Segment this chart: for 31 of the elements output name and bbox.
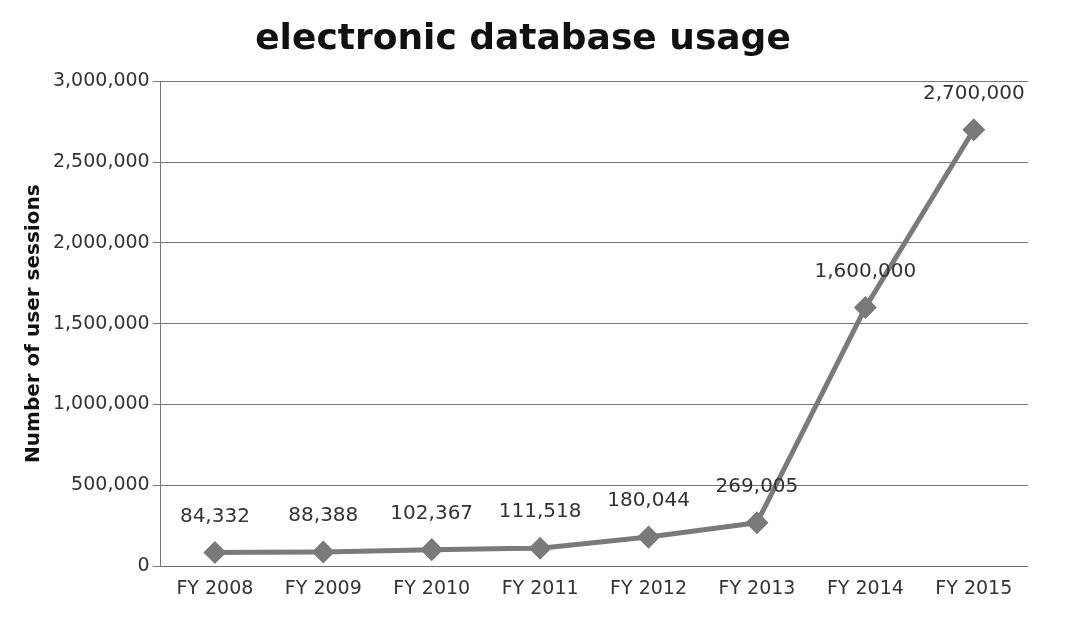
y-tick-label: 2,500,000 xyxy=(52,148,150,171)
point xyxy=(421,539,443,561)
x-tick-label: FY 2015 xyxy=(935,575,1013,598)
x-tick-label: FY 2011 xyxy=(501,575,579,598)
data-label: 111,518 xyxy=(498,498,582,523)
x-tick-label: FY 2012 xyxy=(610,575,688,598)
y-tick-label: 1,500,000 xyxy=(52,310,150,333)
x-tick-label: FY 2010 xyxy=(393,575,471,598)
chart-title: electronic database usage xyxy=(255,15,791,57)
data-label: 102,367 xyxy=(390,499,474,524)
y-tick-label: 3,000,000 xyxy=(52,68,150,91)
data-label: 88,388 xyxy=(288,502,359,527)
y-tick-label: 1,000,000 xyxy=(52,391,150,414)
point xyxy=(638,526,660,548)
x-tick-label: FY 2014 xyxy=(826,575,904,598)
point xyxy=(854,297,876,319)
point xyxy=(312,541,334,563)
data-label: 2,700,000 xyxy=(922,79,1025,104)
x-tick-label: FY 2013 xyxy=(718,575,796,598)
x-tick-label: FY 2009 xyxy=(284,575,362,598)
data-label: 84,332 xyxy=(179,502,250,527)
x-tick-label: FY 2008 xyxy=(176,575,254,598)
y-tick-label: 0 xyxy=(137,553,150,576)
point xyxy=(963,119,985,141)
point xyxy=(746,512,768,534)
y-tick-label: 500,000 xyxy=(71,472,150,495)
point xyxy=(204,542,226,564)
data-label: 180,044 xyxy=(607,487,690,512)
y-axis-title: Number of user sessions xyxy=(20,184,45,463)
y-tick-label: 2,000,000 xyxy=(52,229,150,252)
point xyxy=(529,537,551,559)
